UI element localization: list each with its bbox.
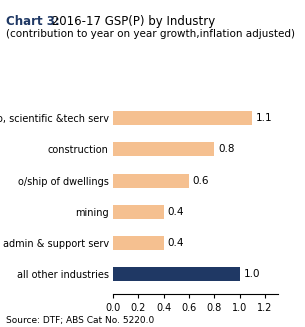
Bar <box>113 174 189 188</box>
Bar <box>113 111 252 125</box>
Text: 0.4: 0.4 <box>167 238 184 248</box>
Bar <box>113 143 214 157</box>
Text: Chart 3:: Chart 3: <box>6 15 60 28</box>
Bar <box>113 205 163 219</box>
Text: 0.6: 0.6 <box>193 176 209 186</box>
Text: 0.8: 0.8 <box>218 145 235 154</box>
Text: 2016-17 GSP(P) by Industry: 2016-17 GSP(P) by Industry <box>48 15 215 28</box>
Text: 1.0: 1.0 <box>243 269 260 279</box>
Bar <box>113 267 239 281</box>
Text: 0.4: 0.4 <box>167 207 184 217</box>
Bar <box>113 236 163 250</box>
Text: Source: DTF; ABS Cat No. 5220.0: Source: DTF; ABS Cat No. 5220.0 <box>6 316 154 325</box>
Text: 1.1: 1.1 <box>256 113 273 123</box>
Text: (contribution to year on year growth,inflation adjusted): (contribution to year on year growth,inf… <box>6 29 295 39</box>
